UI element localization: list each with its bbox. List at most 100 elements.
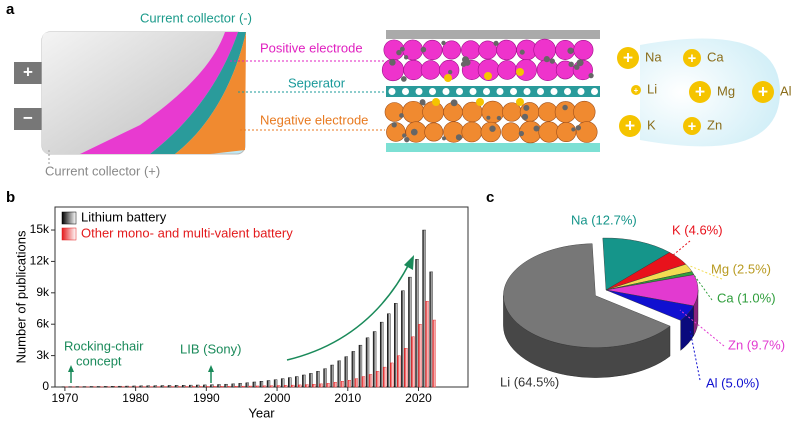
pore <box>510 88 517 95</box>
bar <box>326 383 330 388</box>
bar <box>231 383 235 388</box>
bar <box>288 377 292 388</box>
bar <box>347 379 351 388</box>
carbon <box>442 136 447 141</box>
label: Positive electrode <box>260 40 363 55</box>
carbon <box>441 40 446 46</box>
pore <box>402 88 409 95</box>
anode-particle <box>554 101 577 123</box>
cell-stack <box>381 30 600 152</box>
ion <box>617 47 639 69</box>
anode-particle <box>386 122 406 142</box>
y-tick-label: 12k <box>30 254 50 268</box>
bar <box>295 376 299 388</box>
carbon <box>455 134 463 141</box>
bar <box>319 383 323 388</box>
anode-particle <box>480 121 501 143</box>
bar <box>111 386 115 388</box>
bar <box>432 319 436 388</box>
bar <box>160 385 165 388</box>
cathode-particle <box>442 40 462 60</box>
tab <box>14 62 44 84</box>
value-label: Mg (2.5%) <box>711 261 771 276</box>
anode-particle <box>424 122 444 142</box>
ion-label: Al <box>780 83 792 98</box>
tab-sign: − <box>23 108 33 127</box>
value-label: K (4.6%) <box>672 222 723 237</box>
pore <box>442 88 450 95</box>
bar <box>146 385 150 388</box>
y-tick-label: 15k <box>30 222 50 236</box>
carbon <box>575 125 582 131</box>
bar <box>227 386 231 388</box>
li-ion <box>516 98 524 106</box>
panel-label: a <box>6 1 15 18</box>
separator <box>386 86 600 97</box>
bar <box>220 386 224 388</box>
bar <box>167 385 172 388</box>
pore <box>456 88 463 95</box>
bar <box>415 259 419 388</box>
bar <box>245 382 249 388</box>
pore <box>564 88 571 95</box>
leader <box>689 329 701 381</box>
label: Current collector (-) <box>140 10 252 25</box>
pore <box>577 88 585 95</box>
carbon <box>404 136 410 143</box>
bar <box>262 385 267 388</box>
pie-chart: Na (12.7%) K (4.6%) Mg (2.5%) Ca (1.0%) Zn (… <box>500 212 785 390</box>
carbon <box>420 46 427 53</box>
bar <box>252 381 257 388</box>
bar <box>397 355 401 388</box>
value-label: Zn (9.7%) <box>728 337 785 352</box>
carbon <box>391 122 397 128</box>
ion <box>619 115 641 137</box>
bar <box>266 380 271 388</box>
pore <box>537 88 544 95</box>
pie-slice <box>605 289 694 321</box>
ion-label: Mg <box>717 83 735 98</box>
bar <box>408 276 412 388</box>
bar <box>429 271 433 388</box>
x-tick-label: 2000 <box>264 391 291 405</box>
bar <box>425 300 429 388</box>
cathode-particle <box>536 58 559 82</box>
ion <box>683 117 701 135</box>
tab-sign: + <box>23 62 33 81</box>
anode-particle <box>501 122 521 142</box>
bar <box>394 303 398 388</box>
bar <box>90 386 94 388</box>
bar <box>255 385 260 388</box>
carbon <box>496 115 502 121</box>
arrow-head <box>404 255 414 270</box>
pore <box>429 88 436 95</box>
anode-particle <box>538 121 560 143</box>
anode-particle <box>461 121 483 143</box>
carbon <box>588 73 594 79</box>
y-tick-label: 6k <box>36 316 50 330</box>
legend-swatch <box>61 227 77 241</box>
bar <box>196 384 200 388</box>
carbon <box>521 113 529 120</box>
bar <box>358 344 363 388</box>
bar <box>118 385 122 388</box>
anode-particle <box>384 102 405 122</box>
carbon <box>486 115 491 120</box>
bar <box>213 386 217 388</box>
ion-plus: + <box>623 48 633 68</box>
bar <box>210 384 214 388</box>
carbon <box>493 40 499 46</box>
anode-particle <box>481 100 504 124</box>
pore <box>496 88 504 95</box>
bar <box>104 386 108 388</box>
value-label: Al (5.0%) <box>706 375 759 390</box>
carbon <box>489 125 496 132</box>
ion-plus: + <box>758 82 768 102</box>
bar <box>217 384 221 388</box>
bar <box>181 385 186 388</box>
y-tick-label: 9k <box>36 285 50 299</box>
bar <box>375 371 380 388</box>
pore <box>469 88 477 95</box>
y-tick-label: 0 <box>42 379 49 393</box>
carbon <box>450 99 458 107</box>
